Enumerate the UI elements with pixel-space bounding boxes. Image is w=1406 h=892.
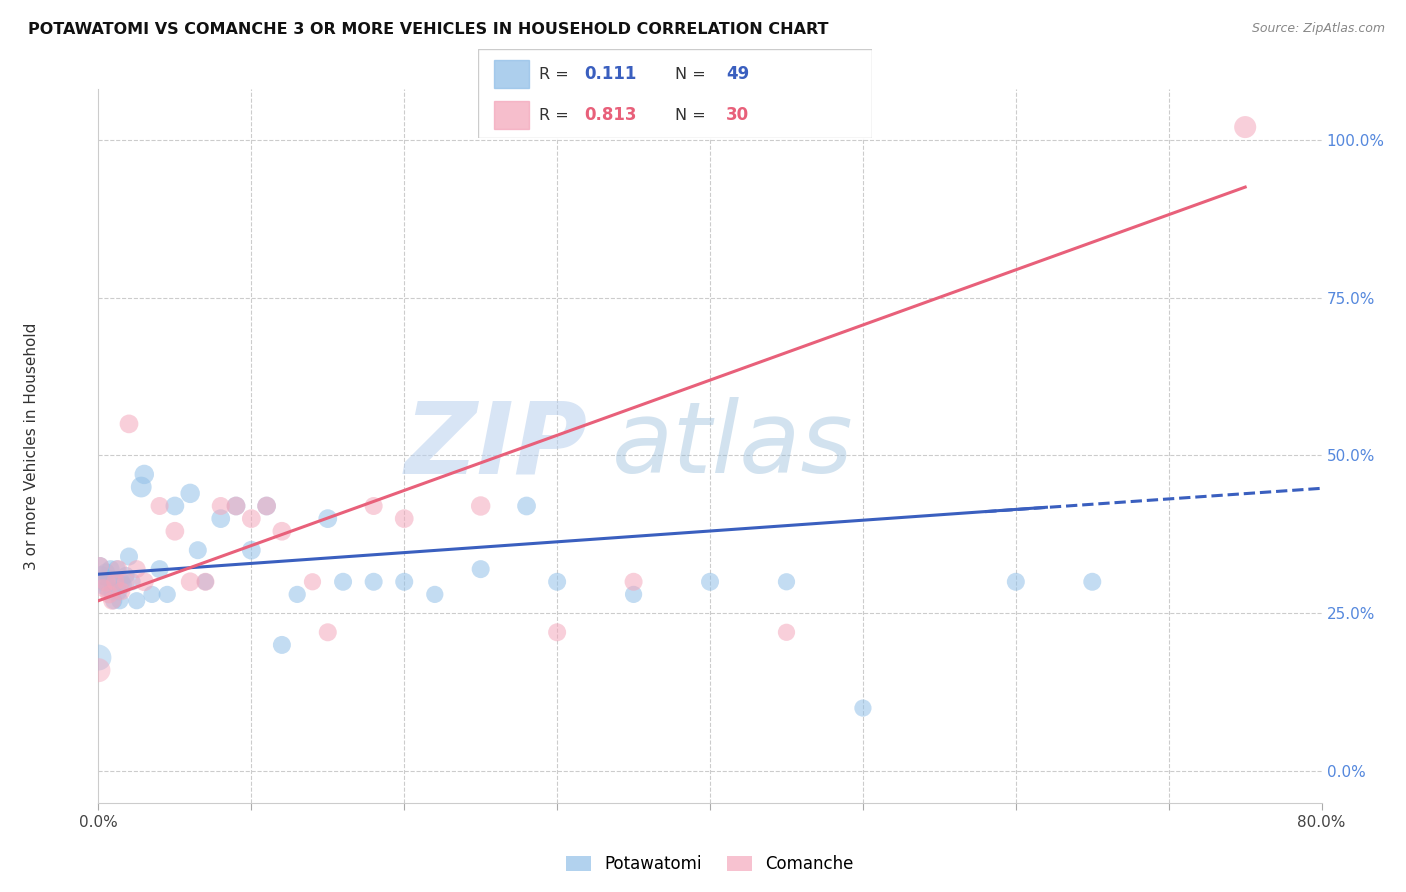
Point [392,574,416,589]
Point [94,566,117,580]
Point [87,663,110,677]
Point [240,511,263,525]
Point [240,543,263,558]
Point [316,625,339,640]
Text: N =: N = [675,67,711,81]
Text: 3 or more Vehicles in Household: 3 or more Vehicles in Household [24,322,38,570]
Point [187,543,209,558]
Text: 0.111: 0.111 [585,65,637,83]
Point [129,480,152,494]
Point [163,499,186,513]
Point [125,562,148,576]
Point [156,587,179,601]
Point [121,574,143,589]
Point [134,574,156,589]
Point [111,578,134,592]
Point [852,701,875,715]
Text: atlas: atlas [612,398,853,494]
Point [423,587,446,601]
Point [1234,120,1257,134]
Point [179,486,201,500]
Bar [494,60,529,88]
Point [91,578,114,592]
FancyBboxPatch shape [478,49,872,138]
Point [100,562,122,576]
Point [101,584,124,599]
Point [270,524,292,539]
Point [1004,574,1026,589]
Text: R =: R = [538,108,574,122]
Text: 30: 30 [725,106,749,124]
Point [285,587,308,601]
Point [134,467,156,482]
Text: N =: N = [675,108,711,122]
Point [125,593,148,607]
Point [256,499,278,513]
Point [103,593,125,607]
Text: R =: R = [538,67,574,81]
Text: 49: 49 [725,65,749,83]
Point [546,625,568,640]
Point [470,562,492,576]
Point [470,499,492,513]
Point [209,499,232,513]
Point [141,587,163,601]
Point [104,574,127,589]
Point [110,584,132,599]
Point [93,574,115,589]
Text: Source: ZipAtlas.com: Source: ZipAtlas.com [1251,22,1385,36]
Point [89,559,111,574]
Point [775,625,797,640]
Legend: Potawatomi, Comanche: Potawatomi, Comanche [560,849,860,880]
Point [115,568,138,582]
Point [90,568,112,582]
Point [332,574,354,589]
Point [256,499,278,513]
Point [94,574,117,589]
Point [105,562,128,576]
Point [194,574,217,589]
Point [98,572,121,586]
Point [91,581,114,595]
Point [623,587,645,601]
Point [699,574,721,589]
Point [392,511,416,525]
Text: 0.813: 0.813 [585,106,637,124]
Point [107,562,129,576]
Point [163,524,186,539]
Point [1081,574,1104,589]
Point [270,638,292,652]
Point [89,559,111,574]
Point [101,593,124,607]
Text: POTAWATOMI VS COMANCHE 3 OR MORE VEHICLES IN HOUSEHOLD CORRELATION CHART: POTAWATOMI VS COMANCHE 3 OR MORE VEHICLE… [28,22,828,37]
Point [97,581,120,595]
Point [110,574,132,589]
Point [546,574,568,589]
Point [98,587,121,601]
Point [363,499,385,513]
Point [194,574,217,589]
Point [107,584,129,599]
Text: ZIP: ZIP [405,398,588,494]
Point [118,417,141,431]
Point [118,549,141,564]
Point [149,562,172,576]
Bar [494,101,529,129]
Point [775,574,797,589]
Point [225,499,247,513]
Point [209,511,232,525]
Point [108,593,131,607]
Point [87,650,110,665]
Point [149,499,172,513]
Point [516,499,538,513]
Point [623,574,645,589]
Point [301,574,323,589]
Point [115,574,138,589]
Point [363,574,385,589]
Point [104,574,127,589]
Point [316,511,339,525]
Point [225,499,247,513]
Point [179,574,201,589]
